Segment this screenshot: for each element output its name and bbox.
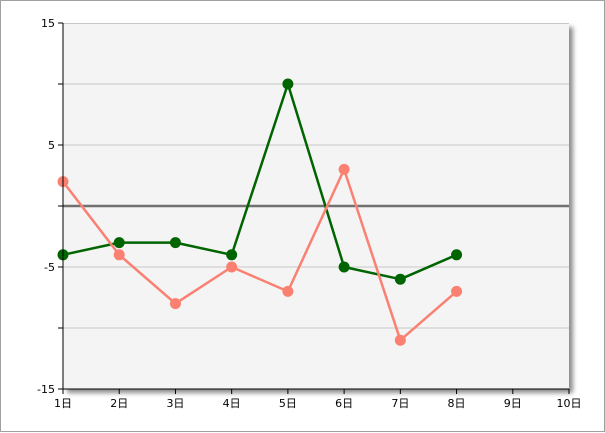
x-tick-label: 5日 xyxy=(279,397,297,410)
x-tick-label: 6日 xyxy=(335,397,353,410)
series-2-point xyxy=(394,334,406,346)
x-tick-label: 8日 xyxy=(448,397,466,410)
series-2-point xyxy=(451,285,463,297)
x-tick-label: 3日 xyxy=(166,397,184,410)
x-tick-label: 1日 xyxy=(54,397,72,410)
series-2-point xyxy=(338,163,350,175)
x-tick-label: 2日 xyxy=(110,397,128,410)
y-tick-label: -5 xyxy=(44,261,55,274)
series-1-point xyxy=(169,237,181,249)
series-2-point xyxy=(169,298,181,310)
series-1-point xyxy=(394,273,406,285)
series-2-point xyxy=(113,249,125,261)
series-2-point xyxy=(282,285,294,297)
y-tick-label: -15 xyxy=(37,383,55,396)
series-1-point xyxy=(451,249,463,261)
series-1-point xyxy=(282,78,294,90)
grid-lines xyxy=(63,23,569,329)
series-1-point xyxy=(113,237,125,249)
series-2-line xyxy=(62,168,458,342)
y-tick-label: 15 xyxy=(41,17,55,30)
x-tick-label: 4日 xyxy=(223,397,241,410)
x-tick-label: 10日 xyxy=(557,397,582,410)
series-2-point xyxy=(226,261,238,273)
series-1-point xyxy=(226,249,238,261)
x-tick-label: 7日 xyxy=(391,397,409,410)
axes xyxy=(58,22,570,394)
x-tick-label: 9日 xyxy=(504,397,522,410)
y-tick-label: 5 xyxy=(48,139,55,152)
series-1-line xyxy=(62,82,458,281)
series-1-point xyxy=(338,261,350,273)
